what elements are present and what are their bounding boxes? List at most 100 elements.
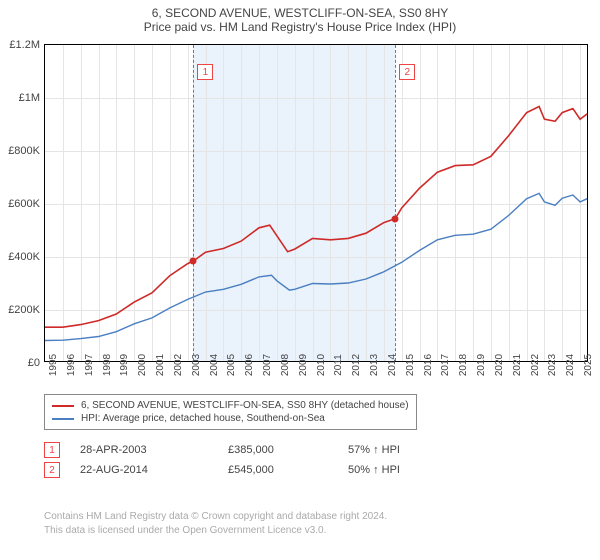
x-gridline xyxy=(99,45,100,361)
legend-swatch xyxy=(52,418,74,420)
x-tick-label: 2011 xyxy=(333,354,344,376)
x-gridline xyxy=(295,45,296,361)
legend-row: 6, SECOND AVENUE, WESTCLIFF-ON-SEA, SS0 … xyxy=(52,399,409,412)
x-gridline xyxy=(152,45,153,361)
y-tick-label: £0 xyxy=(28,357,40,369)
y-tick-label: £400K xyxy=(8,251,40,263)
x-tick-label: 2004 xyxy=(209,354,220,376)
y-gridline xyxy=(45,98,587,99)
x-tick-label: 2025 xyxy=(583,354,594,376)
transaction-delta: 57% ↑ HPI xyxy=(348,444,468,456)
transaction-row: 128-APR-2003£385,00057% ↑ HPI xyxy=(44,440,468,460)
y-tick-label: £800K xyxy=(8,145,40,157)
x-gridline xyxy=(544,45,545,361)
legend-row: HPI: Average price, detached house, Sout… xyxy=(52,412,409,425)
x-gridline xyxy=(384,45,385,361)
x-tick-label: 1995 xyxy=(48,354,59,376)
x-gridline xyxy=(455,45,456,361)
transaction-row: 222-AUG-2014£545,00050% ↑ HPI xyxy=(44,460,468,480)
x-gridline xyxy=(206,45,207,361)
x-tick-label: 2017 xyxy=(440,354,451,376)
x-gridline xyxy=(491,45,492,361)
x-gridline xyxy=(509,45,510,361)
y-gridline xyxy=(45,257,587,258)
x-gridline xyxy=(402,45,403,361)
transactions-table: 128-APR-2003£385,00057% ↑ HPI222-AUG-201… xyxy=(44,440,468,480)
x-gridline xyxy=(134,45,135,361)
x-tick-label: 2019 xyxy=(476,354,487,376)
marker-number-box: 2 xyxy=(399,64,415,80)
x-gridline xyxy=(116,45,117,361)
transaction-date: 28-APR-2003 xyxy=(80,444,228,456)
x-tick-label: 2009 xyxy=(298,354,309,376)
legend-label: HPI: Average price, detached house, Sout… xyxy=(81,413,325,424)
legend-label: 6, SECOND AVENUE, WESTCLIFF-ON-SEA, SS0 … xyxy=(81,400,409,411)
y-tick-label: £1.2M xyxy=(9,39,40,51)
x-tick-label: 1996 xyxy=(66,354,77,376)
x-gridline xyxy=(330,45,331,361)
x-tick-label: 2023 xyxy=(547,354,558,376)
x-tick-label: 1998 xyxy=(102,354,113,376)
x-gridline xyxy=(277,45,278,361)
x-gridline xyxy=(259,45,260,361)
x-tick-label: 2000 xyxy=(137,354,148,376)
x-tick-label: 2006 xyxy=(244,354,255,376)
x-gridline xyxy=(437,45,438,361)
marker-line xyxy=(395,45,396,361)
page-subtitle: Price paid vs. HM Land Registry's House … xyxy=(0,20,600,34)
x-gridline xyxy=(527,45,528,361)
y-tick-label: £600K xyxy=(8,198,40,210)
footer-attribution: Contains HM Land Registry data © Crown c… xyxy=(44,510,387,537)
x-gridline xyxy=(420,45,421,361)
marker-number-box: 1 xyxy=(197,64,213,80)
x-gridline xyxy=(562,45,563,361)
x-gridline xyxy=(241,45,242,361)
x-gridline xyxy=(313,45,314,361)
marker-line xyxy=(193,45,194,361)
x-gridline xyxy=(348,45,349,361)
x-tick-label: 2010 xyxy=(316,354,327,376)
transaction-marker-icon: 2 xyxy=(44,462,60,478)
x-gridline xyxy=(170,45,171,361)
legend-box: 6, SECOND AVENUE, WESTCLIFF-ON-SEA, SS0 … xyxy=(44,394,417,430)
y-gridline xyxy=(45,204,587,205)
x-gridline xyxy=(81,45,82,361)
x-tick-label: 2016 xyxy=(423,354,434,376)
x-tick-label: 1997 xyxy=(84,354,95,376)
x-tick-label: 2002 xyxy=(173,354,184,376)
transaction-point xyxy=(392,215,399,222)
x-tick-label: 2022 xyxy=(530,354,541,376)
page-title: 6, SECOND AVENUE, WESTCLIFF-ON-SEA, SS0 … xyxy=(0,6,600,20)
x-gridline xyxy=(366,45,367,361)
y-tick-label: £200K xyxy=(8,304,40,316)
x-tick-label: 2013 xyxy=(369,354,380,376)
transaction-price: £545,000 xyxy=(228,464,348,476)
x-tick-label: 2003 xyxy=(191,354,202,376)
x-tick-label: 2015 xyxy=(405,354,416,376)
y-tick-label: £1M xyxy=(19,92,40,104)
x-gridline xyxy=(223,45,224,361)
x-tick-label: 2012 xyxy=(351,354,362,376)
x-tick-label: 2008 xyxy=(280,354,291,376)
x-tick-label: 2007 xyxy=(262,354,273,376)
transaction-delta: 50% ↑ HPI xyxy=(348,464,468,476)
x-tick-label: 2024 xyxy=(565,354,576,376)
transaction-point xyxy=(190,257,197,264)
chart-plot-area: £0£200K£400K£600K£800K£1M£1.2M1995199619… xyxy=(44,44,588,362)
x-tick-label: 2020 xyxy=(494,354,505,376)
y-gridline xyxy=(45,310,587,311)
footer-line: This data is licensed under the Open Gov… xyxy=(44,524,387,538)
footer-line: Contains HM Land Registry data © Crown c… xyxy=(44,510,387,524)
y-gridline xyxy=(45,151,587,152)
x-gridline xyxy=(580,45,581,361)
x-tick-label: 2018 xyxy=(458,354,469,376)
transaction-price: £385,000 xyxy=(228,444,348,456)
x-tick-label: 2005 xyxy=(226,354,237,376)
legend-swatch xyxy=(52,405,74,407)
x-tick-label: 1999 xyxy=(119,354,130,376)
x-gridline xyxy=(188,45,189,361)
x-tick-label: 2021 xyxy=(512,354,523,376)
x-gridline xyxy=(473,45,474,361)
x-tick-label: 2001 xyxy=(155,354,166,376)
x-gridline xyxy=(63,45,64,361)
